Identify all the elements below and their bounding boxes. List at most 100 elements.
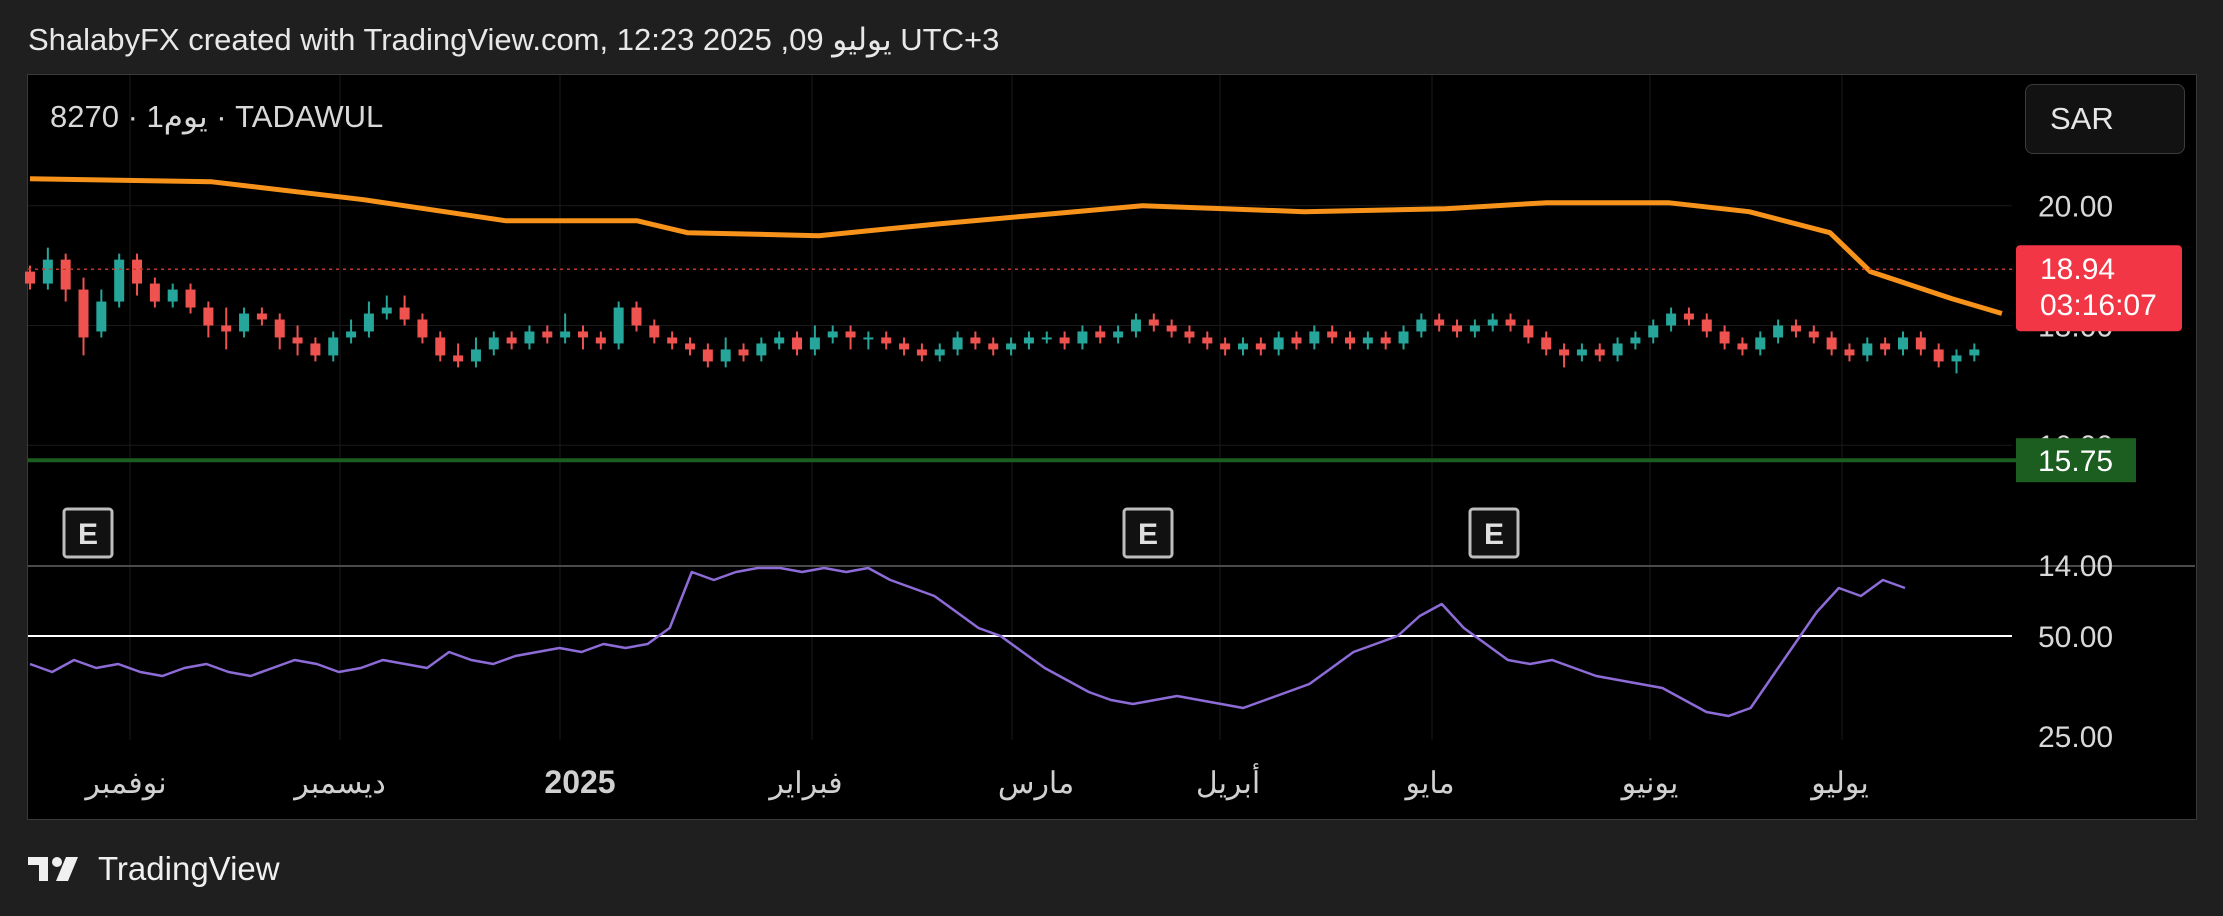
support-price-tag-bg [2016, 438, 2136, 483]
chart-area[interactable] [27, 74, 2197, 820]
candle-22 [417, 313, 428, 344]
candle-8 [167, 283, 178, 308]
candle-44 [809, 325, 820, 356]
candle-42 [774, 331, 785, 350]
candle-18 [346, 319, 357, 344]
candle-body [595, 337, 606, 344]
candle-87 [1576, 343, 1587, 362]
candle-88 [1594, 343, 1605, 362]
candle-76 [1380, 331, 1391, 350]
candle-body [649, 325, 660, 338]
candle-body [1220, 343, 1231, 350]
candle-17 [328, 331, 339, 362]
candle-103 [1862, 337, 1873, 362]
last-price-tag-bg [2016, 245, 2182, 332]
candle-body [899, 343, 910, 350]
candle-50 [916, 343, 927, 362]
candle-48 [881, 331, 892, 350]
candle-body [1666, 313, 1677, 326]
candle-78 [1416, 313, 1427, 338]
candle-body [1398, 331, 1409, 344]
candle-24 [453, 343, 464, 368]
candle-body [132, 259, 143, 284]
candle-body [1113, 331, 1124, 338]
oscillator-panel: 50.00 25.00 [28, 566, 2113, 754]
earnings-marker-1[interactable]: E [1122, 507, 1174, 559]
time-tick-label: مايو [1403, 767, 1454, 801]
candle-81 [1469, 319, 1480, 338]
candle-66 [1202, 331, 1213, 350]
candle-95 [1719, 325, 1730, 350]
time-tick-label: 2025 [544, 764, 615, 800]
candle-body [1166, 325, 1177, 332]
candle-body [310, 343, 321, 356]
candle-20 [381, 295, 392, 320]
candle-body [631, 307, 642, 326]
candle-92 [1666, 307, 1677, 332]
candle-55 [1006, 337, 1017, 356]
currency-button[interactable]: SAR [2025, 84, 2185, 154]
candle-67 [1220, 337, 1231, 356]
symbol-info: 8270 · 1يوم · TADAWUL [50, 99, 384, 134]
candle-body [916, 349, 927, 356]
candle-body [470, 349, 481, 362]
candle-body [988, 343, 999, 350]
candle-body [756, 343, 767, 356]
earnings-marker-0[interactable]: E [62, 507, 114, 559]
candle-body [256, 313, 267, 320]
candle-69 [1255, 337, 1266, 356]
candle-body [1719, 331, 1730, 344]
candle-53 [970, 331, 981, 350]
candle-body [1059, 337, 1070, 344]
support-price-tag-text: 15.75 [2038, 445, 2113, 478]
candle-6 [132, 253, 143, 296]
candle-104 [1880, 337, 1891, 356]
candle-25 [470, 337, 481, 368]
candle-body [1434, 319, 1445, 326]
candle-body [738, 349, 749, 356]
candle-13 [256, 307, 267, 326]
candle-14 [274, 313, 285, 350]
candle-31 [577, 325, 588, 350]
candle-body [792, 337, 803, 350]
candle-59 [1077, 325, 1088, 350]
candle-body [1362, 337, 1373, 344]
candle-body [292, 337, 303, 344]
candle-body [542, 331, 553, 338]
candle-body [1897, 337, 1908, 350]
candle-28 [524, 325, 535, 350]
candle-body [1077, 331, 1088, 344]
candle-29 [542, 325, 553, 344]
candle-46 [845, 325, 856, 350]
tradingview-logo[interactable]: TradingView [28, 850, 280, 888]
candle-37 [685, 337, 696, 356]
candle-40 [738, 343, 749, 362]
candle-body [114, 259, 125, 302]
candle-body [774, 337, 785, 344]
time-axis: نوفمبر ديسمبر 2025 فبراير مارس أبريل مايو يونيو… [83, 763, 1868, 801]
candle-101 [1826, 331, 1837, 356]
candle-body [1701, 319, 1712, 332]
candle-body [25, 271, 35, 284]
candle-body [970, 337, 981, 344]
candle-41 [756, 337, 767, 362]
candle-5 [114, 253, 125, 308]
candle-9 [185, 283, 196, 314]
candle-body [417, 319, 428, 338]
candle-96 [1737, 337, 1748, 356]
price-tick-label: 20.00 [2038, 191, 2113, 224]
candle-7 [149, 277, 160, 308]
candle-body [328, 337, 339, 356]
candle-body [1755, 337, 1766, 350]
candle-58 [1059, 331, 1070, 350]
candle-62 [1130, 313, 1141, 338]
candle-body [221, 325, 232, 332]
earnings-marker-2[interactable]: E [1468, 507, 1520, 559]
candle-90 [1630, 331, 1641, 350]
candle-97 [1755, 331, 1766, 356]
earnings-marker-label: E [1138, 518, 1158, 551]
candle-body [702, 349, 713, 362]
last-price-value: 18.94 [2040, 253, 2115, 286]
